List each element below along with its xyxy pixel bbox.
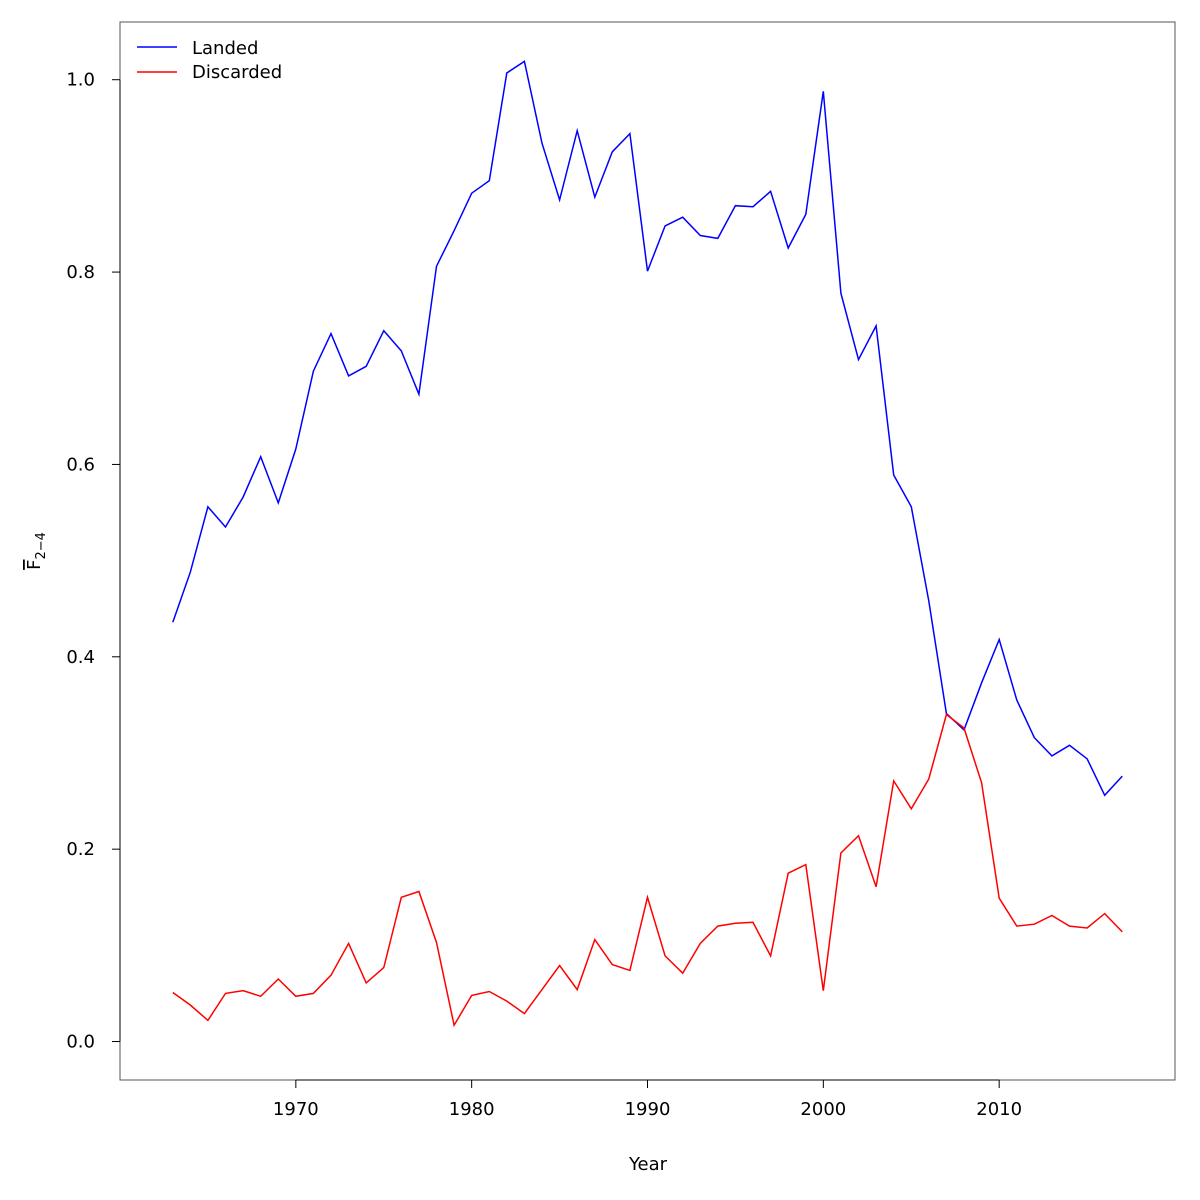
- y-tick-label: 0.4: [66, 647, 95, 668]
- y-tick-label: 0.8: [66, 262, 95, 283]
- x-tick-label: 2000: [800, 1099, 846, 1120]
- series-line-discarded: [172, 713, 1123, 1028]
- x-tick-label: 2010: [976, 1099, 1022, 1120]
- legend-label-discarded: Discarded: [192, 62, 282, 83]
- y-axis-title: F2−4: [24, 532, 49, 570]
- x-tick-label: 1970: [273, 1099, 319, 1120]
- y-axis-title-main: F: [24, 560, 45, 570]
- y-axis-title-subscript: 2−4: [34, 532, 49, 559]
- series-layer: [172, 60, 1123, 1028]
- y-axis: 0.0 0.2 0.4 0.6 0.8 1.0: [66, 70, 121, 1053]
- plot-frame: [119, 21, 1176, 1081]
- series-line-landed: [172, 60, 1123, 797]
- svg-text:F2−4: F2−4: [24, 532, 49, 570]
- y-tick-label: 0.6: [66, 454, 95, 475]
- y-tick-label: 0.0: [66, 1032, 95, 1053]
- legend-label-landed: Landed: [192, 38, 258, 59]
- x-tick-label: 1990: [625, 1099, 671, 1120]
- x-axis-title: Year: [628, 1154, 668, 1175]
- y-tick-label: 1.0: [66, 70, 95, 91]
- x-tick-label: 1980: [449, 1099, 495, 1120]
- x-axis: 1970 1980 1990 2000 2010: [273, 1079, 1022, 1120]
- legend: Landed Discarded: [137, 38, 282, 83]
- y-tick-label: 0.2: [66, 839, 95, 860]
